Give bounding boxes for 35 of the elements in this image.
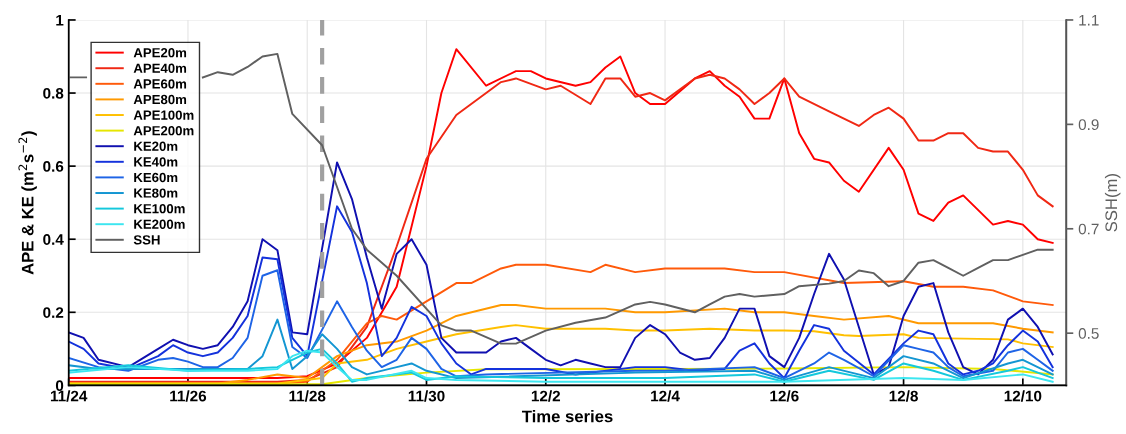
x-tick-label: 11/24 (50, 390, 88, 402)
legend-label: KE100m (134, 204, 185, 214)
y2-tick-label: 0.9 (1078, 119, 1099, 131)
y2-tick-label: 0.7 (1078, 223, 1099, 235)
legend-label: APE20m (133, 48, 187, 58)
x-tick-label: 12/10 (1004, 390, 1042, 402)
legend-label: SSH (133, 235, 160, 245)
legend-label: KE200m (134, 219, 185, 229)
y-tick-label: 0.4 (43, 234, 64, 245)
legend-label: APE200m (133, 126, 194, 136)
y2-tick-label: 1.1 (1079, 14, 1099, 26)
legend-label: APE80m (133, 94, 187, 105)
legend-label: APE100m (133, 110, 194, 120)
y-tick-label: 0.2 (43, 307, 64, 318)
legend-label: KE20m (134, 141, 178, 151)
x-tick-label: 11/28 (289, 390, 326, 402)
y-tick-label: 1 (56, 14, 64, 26)
x-tick-label: 11/26 (170, 390, 207, 402)
y-tick-label: 0.8 (43, 87, 64, 99)
x-tick-label: 12/6 (770, 390, 799, 402)
x-tick-label: 11/30 (408, 390, 445, 402)
legend-label: KE60m (134, 172, 178, 183)
y2-tick-label: 0.5 (1078, 328, 1099, 339)
legend-label: KE40m (134, 157, 178, 167)
x-axis-title: Time series (521, 410, 613, 423)
x-tick-label: 12/8 (889, 390, 918, 402)
legend-label: APE40m (133, 63, 187, 73)
y2-axis-title: SSH(m) (1104, 174, 1121, 232)
legend-label: APE60m (133, 79, 187, 89)
y-tick-label: 0 (55, 380, 64, 392)
y-axis-title: APE & KE (m$^{2}$s$^{−2}$) (18, 131, 37, 275)
x-tick-label: 12/4 (651, 390, 680, 402)
legend-label: KE80m (134, 188, 178, 198)
y-tick-label: 0.6 (43, 161, 64, 172)
x-tick-label: 12/2 (531, 390, 561, 402)
